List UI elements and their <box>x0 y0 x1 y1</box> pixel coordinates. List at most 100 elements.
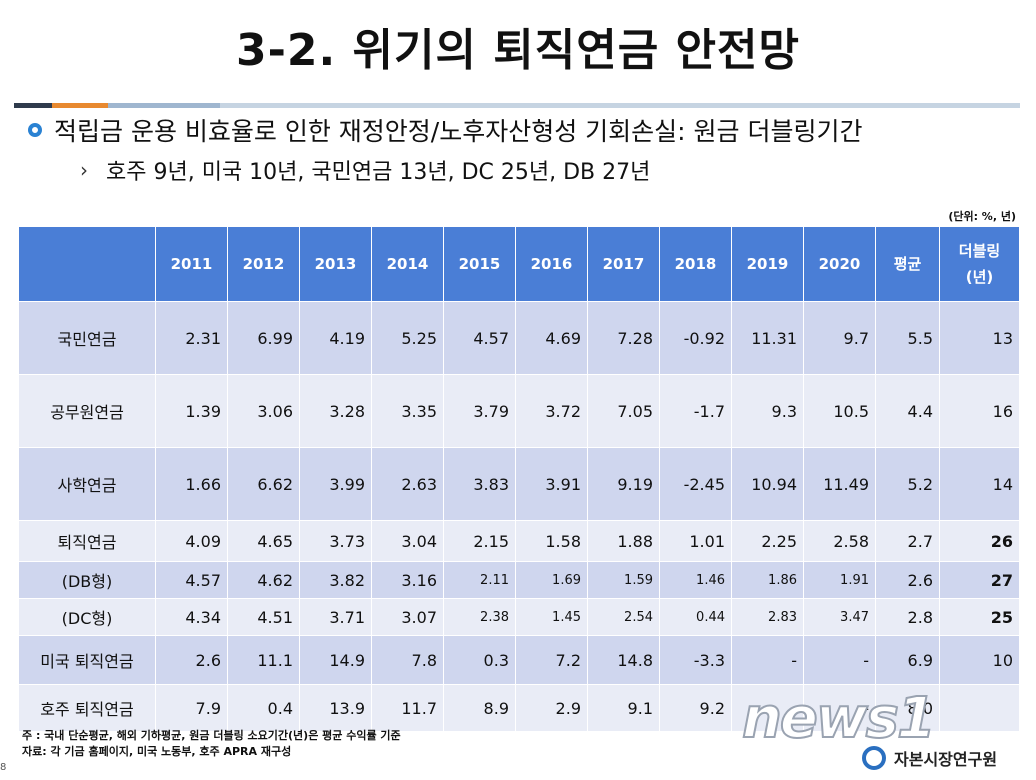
table-row: 사학연금 1.66 6.62 3.99 2.63 3.83 3.91 9.19 -2.45 10.… <box>18 447 1020 521</box>
table-row: 퇴직연금 4.09 4.65 3.73 3.04 2.15 1.58 1.88 1.01 2.25… <box>18 520 1020 562</box>
main-bullet-text: 적립금 운용 비효율로 인한 재정안정/노후자산형성 기회손실: 원금 더블링기… <box>54 117 863 146</box>
footnote-note: 주 : 국내 단순평균, 해외 기하평균, 원금 더블링 소요기간(년)은 평균… <box>22 729 401 742</box>
table-row: (DB형) 4.57 4.62 3.82 3.16 2.11 1.69 1.59 1.46 1.8… <box>18 561 1020 599</box>
table-cell: 2.54 <box>587 598 660 636</box>
ring-bullet-icon <box>28 123 42 137</box>
table-cell: 10.5 <box>803 374 876 448</box>
table-cell: 2.6 <box>875 561 940 599</box>
table-cell: 3.06 <box>227 374 300 448</box>
header-cell: 더블링 (년) <box>939 226 1020 302</box>
table-cell: 3.04 <box>371 520 444 562</box>
main-bullet: 적립금 운용 비효율로 인한 재정안정/노후자산형성 기회손실: 원금 더블링기… <box>28 112 862 148</box>
table-cell: 4.69 <box>515 301 588 375</box>
table-cell: 3.16 <box>371 561 444 599</box>
header-cell: 평균 <box>875 226 940 302</box>
table-cell: 4.19 <box>299 301 372 375</box>
unit-label: (단위: %, 년) <box>948 210 1016 223</box>
sub-bullet: › 호주 9년, 미국 10년, 국민연금 13년, DC 25년, DB 27… <box>80 154 650 186</box>
footnotes: 주 : 국내 단순평균, 해외 기하평균, 원금 더블링 소요기간(년)은 평균… <box>22 728 401 760</box>
table-cell: 5.5 <box>875 301 940 375</box>
table-cell: 2.9 <box>515 684 588 732</box>
table-cell: 8.9 <box>443 684 516 732</box>
table-cell: 3.82 <box>299 561 372 599</box>
table-cell: 3.99 <box>299 447 372 521</box>
table-cell: 26 <box>939 520 1020 562</box>
table-cell: 1.88 <box>587 520 660 562</box>
header-cell: 2018 <box>659 226 732 302</box>
table-cell: 3.07 <box>371 598 444 636</box>
table-cell: 2.6 <box>155 635 228 685</box>
table-cell: 7.8 <box>371 635 444 685</box>
table-cell: 2.11 <box>443 561 516 599</box>
table-cell: 1.45 <box>515 598 588 636</box>
footnote-source: 자료: 각 기금 홈페이지, 미국 노동부, 호주 APRA 재구성 <box>22 745 292 758</box>
row-label: (DB형) <box>18 561 156 599</box>
table-cell: -1.7 <box>659 374 732 448</box>
header-cell: 2016 <box>515 226 588 302</box>
table-cell: 1.39 <box>155 374 228 448</box>
table-cell: 5.2 <box>875 447 940 521</box>
table-cell: 8.0 <box>875 684 940 732</box>
org-branding: 자본시장연구원 <box>862 746 997 770</box>
table-cell: 5.25 <box>371 301 444 375</box>
table-cell: 9.1 <box>587 684 660 732</box>
table-cell: 9.2 <box>659 684 732 732</box>
table-cell: 3.91 <box>515 447 588 521</box>
table-cell: 11.1 <box>227 635 300 685</box>
table-row: 국민연금 2.31 6.99 4.19 5.25 4.57 4.69 7.28 -0.92 11.… <box>18 301 1020 375</box>
row-label: 국민연금 <box>18 301 156 375</box>
table-cell: 1.69 <box>515 561 588 599</box>
table-cell: - <box>731 684 804 732</box>
header-cell: 2011 <box>155 226 228 302</box>
row-label: 사학연금 <box>18 447 156 521</box>
table-cell: 2.25 <box>731 520 804 562</box>
table-cell: 3.71 <box>299 598 372 636</box>
header-cell: 2013 <box>299 226 372 302</box>
table-cell: 1.59 <box>587 561 660 599</box>
returns-table: 2011 2012 2013 2014 2015 2016 2017 2018 2019 2020… <box>18 226 1020 732</box>
header-cell-blank <box>18 226 156 302</box>
table-cell: 7.28 <box>587 301 660 375</box>
table-cell: 14 <box>939 447 1020 521</box>
table-cell: 13.9 <box>299 684 372 732</box>
table-cell: 2.83 <box>731 598 804 636</box>
table-cell: 9.19 <box>587 447 660 521</box>
table-cell: 2.15 <box>443 520 516 562</box>
table-cell: 4.62 <box>227 561 300 599</box>
table-cell: 7.2 <box>515 635 588 685</box>
table-cell: 3.28 <box>299 374 372 448</box>
table-cell: 10 <box>939 635 1020 685</box>
table-cell: 3.83 <box>443 447 516 521</box>
table-cell: 3.73 <box>299 520 372 562</box>
table-cell: 1.66 <box>155 447 228 521</box>
row-label: (DC형) <box>18 598 156 636</box>
table-cell: 1.58 <box>515 520 588 562</box>
title-divider <box>14 103 1020 108</box>
header-cell: 2020 <box>803 226 876 302</box>
table-row: 공무원연금 1.39 3.06 3.28 3.35 3.79 3.72 7.05 -1.7 9.3… <box>18 374 1020 448</box>
header-cell: 2014 <box>371 226 444 302</box>
table-cell: 3.79 <box>443 374 516 448</box>
header-cell: 2012 <box>227 226 300 302</box>
slide-title: 3-2. 위기의 퇴직연금 안전망 <box>236 25 800 76</box>
table-cell: 11.49 <box>803 447 876 521</box>
header-cell: 2019 <box>731 226 804 302</box>
table-cell: 1.91 <box>803 561 876 599</box>
table-cell: -3.3 <box>659 635 732 685</box>
table-cell: 2.63 <box>371 447 444 521</box>
chevron-right-icon: › <box>80 158 88 182</box>
table-cell: 9.7 <box>803 301 876 375</box>
table-cell <box>939 684 1020 732</box>
table-cell: 27 <box>939 561 1020 599</box>
table-header-row: 2011 2012 2013 2014 2015 2016 2017 2018 2019 2020… <box>18 226 1020 302</box>
table-cell: 10.94 <box>731 447 804 521</box>
table-cell: - <box>803 684 876 732</box>
table-cell: 6.62 <box>227 447 300 521</box>
table-cell: 4.34 <box>155 598 228 636</box>
table-cell: 14.8 <box>587 635 660 685</box>
table-cell: 7.05 <box>587 374 660 448</box>
table-cell: 1.01 <box>659 520 732 562</box>
table-cell: -0.92 <box>659 301 732 375</box>
table-row: 미국 퇴직연금 2.6 11.1 14.9 7.8 0.3 7.2 14.8 -3.3- -6.9… <box>18 635 1020 685</box>
table-cell: - <box>803 635 876 685</box>
